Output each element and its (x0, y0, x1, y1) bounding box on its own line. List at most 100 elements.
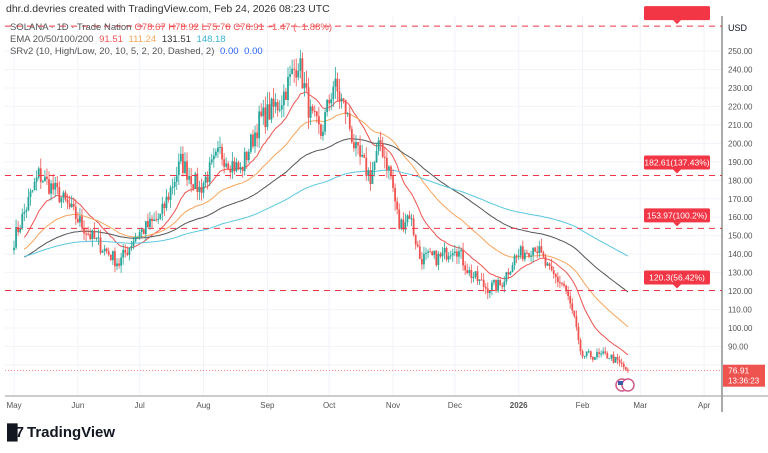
candle-body (381, 143, 384, 157)
candle-body (210, 159, 213, 163)
candle (497, 277, 499, 293)
candle (583, 355, 586, 359)
candle-body (280, 105, 283, 110)
candle-body (13, 247, 15, 251)
candle (245, 150, 248, 170)
candle-body (614, 356, 617, 363)
candle (151, 215, 153, 229)
candle (21, 208, 24, 231)
candle (361, 144, 364, 158)
candle (427, 249, 429, 259)
candle (262, 99, 265, 125)
candle-body (25, 210, 28, 212)
candle (227, 161, 230, 171)
candle (577, 322, 580, 345)
candle-body (149, 218, 151, 228)
candle (355, 135, 357, 157)
candle (435, 249, 438, 267)
candle-body (138, 232, 141, 237)
candle (357, 141, 359, 155)
x-tick-label: Nov (386, 401, 400, 410)
candle (447, 251, 450, 263)
candle-body (519, 246, 522, 256)
candle-body (122, 249, 125, 258)
candle-body (44, 176, 46, 182)
y-tick-label: 180.00 (728, 176, 753, 185)
candle-body (390, 166, 392, 177)
candle-body (54, 182, 57, 190)
candle-body (600, 353, 602, 355)
candle (212, 147, 215, 168)
candle-body (260, 111, 263, 117)
candle-body (41, 181, 44, 183)
candle-body (48, 178, 50, 194)
candle (233, 157, 236, 175)
y-tick-label: 170.00 (728, 195, 753, 204)
candle (591, 356, 594, 363)
candle-body (451, 253, 454, 256)
candle (93, 222, 96, 240)
candle-body (410, 218, 413, 220)
candle-body (392, 176, 394, 188)
candle-body (491, 282, 493, 291)
candle-body (550, 265, 553, 271)
candle (295, 58, 298, 87)
candle (532, 247, 535, 263)
x-tick-label: Oct (323, 401, 336, 410)
candle-body (192, 184, 195, 189)
candle-body (591, 357, 594, 360)
candle (171, 178, 174, 195)
candle (31, 190, 34, 193)
candle (74, 199, 77, 225)
candle-body (254, 132, 256, 147)
candle (371, 161, 374, 185)
candle-body (225, 163, 228, 167)
candle (15, 219, 17, 250)
candle-body (322, 131, 324, 136)
candle-body (21, 213, 24, 229)
candle (390, 164, 392, 180)
candle-body (462, 249, 464, 266)
candle (258, 105, 261, 148)
candle (13, 240, 15, 255)
candle (377, 137, 380, 156)
candle-body (359, 145, 361, 157)
candle-body (587, 351, 590, 353)
ema-legend-row[interactable]: EMA 20/50/100/200 91.51 111.24 131.51 14… (10, 34, 335, 46)
y-tick-label: 210.00 (728, 121, 753, 130)
candle-body (64, 192, 67, 200)
symbol-legend-row[interactable]: SOLANA · 1D · Trade Nation O78.67 H78.92 … (10, 22, 335, 34)
candle-body (484, 286, 487, 289)
candle-body (109, 254, 112, 261)
srv2-legend-row[interactable]: SRv2 (10, High/Low, 20, 10, 5, 2, 20, Da… (10, 46, 335, 58)
candle (538, 240, 541, 258)
candle (186, 152, 188, 187)
candle (122, 243, 125, 265)
candle-body (348, 113, 351, 129)
candle (179, 146, 182, 165)
candle-body (396, 201, 399, 210)
candle (33, 177, 36, 191)
candle (348, 105, 351, 132)
srv2-value-1: 0.00 (220, 46, 239, 57)
candle (120, 252, 123, 273)
candle-body (542, 252, 545, 257)
candle-body (353, 142, 355, 149)
candle (200, 178, 203, 201)
candle (418, 239, 421, 260)
candle-body (313, 110, 316, 112)
candle-body (460, 249, 462, 252)
candle-body (350, 128, 353, 143)
candle (526, 249, 528, 255)
candle-body (546, 263, 549, 266)
candle-body (31, 190, 34, 192)
candle (317, 106, 320, 135)
candle-body (116, 263, 118, 267)
candle-body (526, 252, 528, 254)
candle-body (486, 288, 489, 294)
candle-body (495, 279, 497, 291)
candle-body (320, 124, 322, 136)
candle-body (388, 166, 390, 171)
candle (406, 214, 409, 227)
